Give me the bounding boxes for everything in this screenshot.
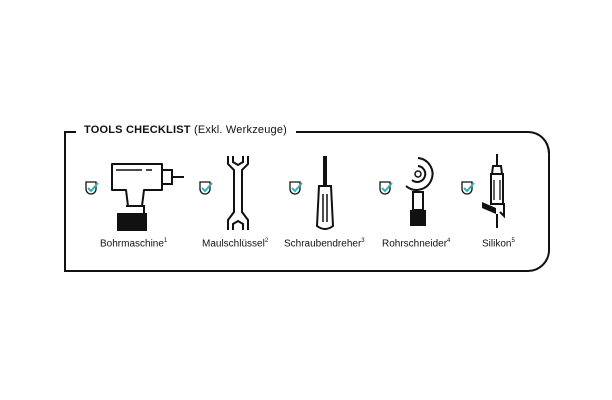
wrench-icon — [227, 156, 249, 230]
tool-item-wrench: Maulschlüssel2 — [198, 150, 278, 260]
tool-item-screwdriver: Schraubendreher3 — [284, 150, 378, 260]
check-shield-icon — [461, 181, 475, 195]
tool-label: Silikon5 — [482, 238, 515, 250]
check-shield-icon — [379, 181, 393, 195]
tool-label: Schraubendreher3 — [284, 238, 365, 250]
check-shield-icon — [289, 181, 303, 195]
border-corner — [506, 131, 550, 175]
border-top-right — [296, 131, 528, 133]
screwdriver-icon — [315, 156, 335, 230]
tool-item-pipe-cutter: Rohrschneider4 — [378, 150, 468, 260]
pipe-cutter-icon — [405, 157, 434, 226]
tool-item-silicone-gun: Silikon5 — [460, 150, 540, 260]
border-top-left — [64, 131, 76, 133]
silicone-gun-icon — [482, 154, 505, 228]
check-shield-icon — [199, 181, 213, 195]
tool-item-drill: Bohrmaschine1 — [84, 150, 194, 260]
title-sub: (Exkl. Werkzeuge) — [193, 124, 288, 136]
title-main: TOOLS CHECKLIST — [84, 124, 191, 136]
check-shield-icon — [85, 181, 99, 195]
checklist-title: TOOLS CHECKLIST (Exkl. Werkzeuge) — [84, 124, 287, 136]
tool-label: Rohrschneider4 — [382, 238, 451, 250]
checklist-border — [64, 132, 550, 272]
tool-label: Maulschlüssel2 — [202, 238, 269, 250]
tool-label: Bohrmaschine1 — [100, 238, 168, 250]
drill-icon — [111, 163, 184, 231]
